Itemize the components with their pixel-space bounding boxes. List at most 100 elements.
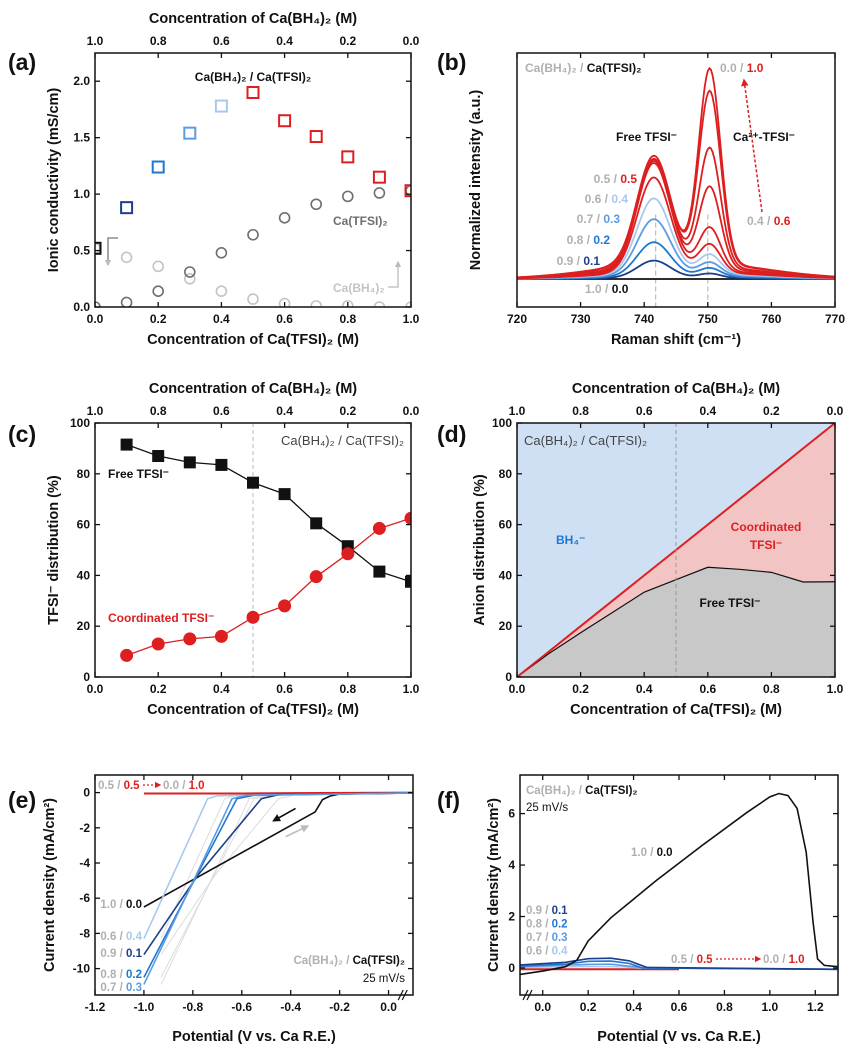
composition-label: 0.7 / 0.3 (577, 212, 621, 226)
raman-spectrum-line (517, 66, 835, 279)
y-tick-label: 40 (499, 568, 513, 582)
x-tick-label: 1.0 (403, 312, 420, 326)
coordinated-tfsi-marker (246, 610, 260, 624)
tfsi-concentration: 1.0 (189, 780, 205, 792)
coordinated-tfsi-marker (309, 570, 323, 584)
tfsi-concentration: 0.0 (612, 282, 629, 296)
plot-frame (94, 774, 414, 996)
coordinated-tfsi-marker (151, 637, 165, 651)
conductivity-square-marker (404, 184, 411, 198)
y-tick-label: 1.0 (73, 187, 90, 201)
tfsi-concentration: 0.4 (126, 931, 143, 943)
panel-label: (a) (8, 49, 36, 75)
y-tick-label: 1.5 (73, 131, 90, 145)
separator: / (179, 780, 189, 792)
x-tick-label: 0.2 (580, 1000, 597, 1014)
plot-area (143, 791, 413, 985)
panel-label: (d) (437, 421, 466, 447)
y-tick-label: -10 (73, 962, 91, 976)
composition-label: Ca(BH₄)₂ / Ca(TFSI)₂ (525, 61, 641, 75)
x-tick-label: 0.2 (150, 682, 167, 696)
composition-annotation: Ca(BH₄)₂ / Ca(TFSI)₂ (524, 433, 647, 448)
y-tick-label: 6 (508, 807, 515, 821)
composition-label: Ca(BH₄)₂ / Ca(TFSI)₂ (526, 785, 638, 797)
separator: / (602, 282, 612, 296)
tfsi-concentration: 0.0 (126, 899, 142, 911)
plot-area (120, 423, 411, 677)
x-tick-label: -0.2 (329, 1000, 350, 1014)
coordinated-label: TFSI⁻ (750, 538, 782, 552)
composition-label: 0.9 / 0.1 (526, 905, 568, 917)
y-axis-title: Current density (mA/cm²) (486, 798, 502, 972)
cv-line (520, 792, 838, 976)
y-tick-label: 0 (508, 961, 515, 975)
x-axis-title: Potential (V vs. Ca R.E.) (172, 1029, 336, 1045)
series-label-free: Free TFSI⁻ (108, 467, 169, 481)
tfsi-concentration: 0.5 (124, 780, 141, 792)
panel-label: (b) (437, 49, 466, 75)
composition-label: 0.6 / 0.4 (585, 192, 629, 206)
conductivity-square-marker (309, 130, 323, 144)
tfsi-concentration: 1.0 (789, 954, 805, 966)
tfsi-concentration: 0.2 (552, 919, 568, 931)
separator: / (542, 932, 552, 944)
coordinated-tfsi-marker (341, 547, 355, 561)
panel-label: (f) (437, 787, 460, 813)
y-axis-title: Ionic conductivity (mS/cm) (46, 88, 62, 273)
conductivity-square-marker (120, 201, 134, 215)
x-tick-label: 0.4 (213, 312, 230, 326)
coordinated-peak-label: Ca²⁺-TFSI⁻ (733, 130, 795, 144)
lsv-line (143, 792, 413, 940)
plot-frame (516, 422, 836, 678)
y-tick-label: 2 (508, 910, 515, 924)
conductivity-circle-marker (310, 198, 323, 211)
conductivity-circle-marker (152, 285, 164, 297)
bh4-concentration: 0.9 (557, 254, 574, 268)
composition-label: 0.5 / 0.5 (671, 954, 713, 966)
bh4-concentration: 0.7 (577, 212, 594, 226)
composition-label: 0.8 / 0.2 (526, 919, 568, 931)
top-axis-title: Concentration of Ca(BH₄)₂ (M) (149, 381, 357, 397)
conductivity-square-marker (246, 86, 260, 100)
top-x-tick-label: 0.6 (636, 404, 653, 418)
coordinated-tfsi-marker (183, 632, 197, 646)
top-x-tick-label: 0.6 (213, 34, 230, 48)
x-tick-label: 0.0 (534, 1000, 551, 1014)
separator: / (116, 948, 126, 960)
x-tick-label: 1.0 (827, 682, 844, 696)
separator: / (116, 931, 126, 943)
y-tick-label: 100 (70, 416, 90, 430)
free-tfsi-marker (120, 438, 133, 451)
y-tick-label: -2 (79, 821, 90, 835)
tfsi-concentration: 0.4 (552, 946, 569, 958)
composition-label: Ca(BH₄)₂ / Ca(TFSI)₂ (293, 955, 405, 967)
conductivity-circle-marker (373, 301, 386, 307)
arrow-icon (388, 260, 402, 288)
bh4-concentration: 0.7 (100, 982, 116, 994)
top-axis-title: Concentration of Ca(BH₄)₂ (M) (572, 381, 780, 397)
composition-label: 0.0 / 1.0 (720, 61, 764, 75)
top-x-tick-label: 0.8 (572, 404, 589, 418)
panel-c: Free TFSI⁻ Coordinated TFSI⁻ Ca(BH₄)₂ / Ca… (8, 381, 420, 718)
tfsi-concentration: 0.1 (583, 254, 600, 268)
x-tick-label: 0.2 (572, 682, 589, 696)
separator: / (577, 61, 587, 75)
lsv-line (143, 792, 413, 985)
top-x-tick-label: 1.0 (509, 404, 526, 418)
x-tick-label: 1.0 (403, 682, 420, 696)
composition-label: 0.0 / 1.0 (163, 780, 205, 792)
bh4-concentration: Ca(BH₄)₂ (526, 785, 576, 797)
x-tick-label: -0.4 (280, 1000, 301, 1014)
tfsi-concentration: 0.5 (620, 172, 637, 186)
separator: / (583, 233, 593, 247)
axis-break-icon (522, 989, 533, 1001)
cv-line (520, 957, 838, 971)
x-tick-label: 740 (634, 312, 654, 326)
plot-frame (516, 52, 836, 308)
tfsi-concentration: 0.2 (126, 969, 142, 981)
composition-label: 0.7 / 0.3 (100, 982, 142, 994)
x-tick-label: 720 (507, 312, 527, 326)
top-x-tick-label: 0.8 (150, 34, 167, 48)
conductivity-circle-marker (184, 272, 196, 285)
bh4-concentration: 0.0 (720, 61, 737, 75)
